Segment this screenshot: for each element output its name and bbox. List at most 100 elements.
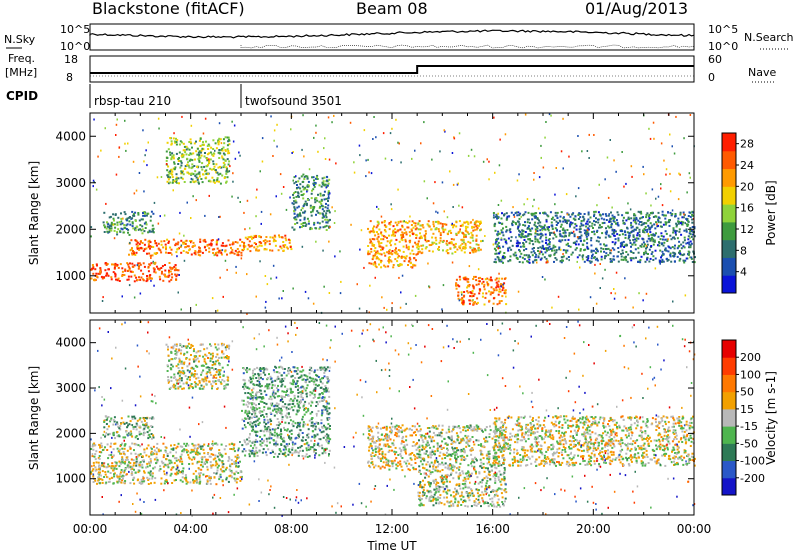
echo-pixel bbox=[169, 153, 172, 156]
echo-pixel bbox=[172, 383, 175, 386]
echo-pixel bbox=[221, 156, 224, 159]
scatter-pixel bbox=[615, 271, 618, 274]
echo-pixel bbox=[564, 234, 567, 237]
echo-pixel bbox=[194, 444, 197, 447]
echo-pixel bbox=[122, 436, 125, 439]
echo-pixel bbox=[133, 264, 136, 267]
echo-pixel bbox=[149, 417, 151, 420]
echo-pixel bbox=[205, 140, 207, 143]
echo-pixel bbox=[310, 211, 313, 214]
echo-pixel bbox=[249, 236, 252, 239]
echo-pixel bbox=[585, 222, 588, 225]
echo-pixel bbox=[531, 212, 534, 215]
scatter-pixel bbox=[683, 137, 685, 140]
scatter-pixel bbox=[446, 216, 449, 219]
echo-pixel bbox=[394, 252, 397, 255]
scatter-pixel bbox=[292, 179, 294, 182]
echo-pixel bbox=[183, 442, 186, 445]
echo-pixel bbox=[179, 385, 182, 388]
echo-pixel bbox=[174, 350, 177, 353]
echo-pixel bbox=[264, 239, 267, 242]
echo-pixel bbox=[664, 223, 667, 226]
echo-pixel bbox=[458, 245, 461, 248]
echo-pixel bbox=[437, 222, 440, 225]
echo-pixel bbox=[249, 397, 252, 400]
echo-pixel bbox=[250, 244, 253, 247]
echo-pixel bbox=[506, 217, 509, 220]
echo-pixel bbox=[475, 234, 478, 237]
echo-pixel bbox=[104, 473, 107, 476]
echo-pixel bbox=[386, 251, 389, 254]
echo-pixel bbox=[654, 257, 657, 260]
scatter-pixel bbox=[689, 176, 691, 179]
echo-pixel bbox=[534, 225, 537, 228]
scatter-pixel bbox=[651, 188, 654, 191]
echo-pixel bbox=[478, 292, 481, 295]
echo-pixel bbox=[291, 226, 294, 229]
echo-pixel bbox=[198, 156, 201, 159]
echo-pixel bbox=[268, 373, 270, 376]
echo-pixel bbox=[215, 243, 218, 246]
echo-pixel bbox=[134, 219, 137, 222]
echo-pixel bbox=[143, 214, 146, 217]
echo-pixel bbox=[296, 214, 299, 217]
echo-pixel bbox=[447, 233, 449, 236]
scatter-pixel bbox=[560, 248, 562, 251]
echo-pixel bbox=[579, 236, 582, 239]
echo-pixel bbox=[191, 442, 194, 445]
echo-pixel bbox=[543, 226, 546, 229]
echo-pixel bbox=[119, 452, 122, 455]
scatter-pixel bbox=[157, 117, 160, 120]
echo-pixel bbox=[501, 212, 503, 215]
echo-pixel bbox=[208, 243, 211, 246]
echo-pixel bbox=[315, 197, 318, 199]
echo-pixel bbox=[437, 248, 439, 251]
echo-pixel bbox=[321, 208, 324, 211]
echo-pixel bbox=[400, 255, 403, 258]
echo-pixel bbox=[666, 240, 669, 242]
echo-pixel bbox=[607, 254, 610, 257]
echo-pixel bbox=[248, 417, 251, 420]
echo-pixel bbox=[214, 253, 217, 256]
echo-pixel bbox=[185, 346, 188, 349]
echo-pixel bbox=[141, 478, 144, 481]
echo-pixel bbox=[150, 473, 153, 475]
freq-unit-label: [MHz] bbox=[5, 66, 37, 79]
echo-pixel bbox=[187, 161, 189, 164]
echo-pixel bbox=[307, 444, 310, 447]
echo-pixel bbox=[255, 425, 257, 428]
echo-pixel bbox=[195, 451, 198, 453]
echo-pixel bbox=[377, 222, 380, 225]
echo-pixel bbox=[222, 463, 225, 466]
echo-pixel bbox=[559, 240, 562, 243]
echo-pixel bbox=[682, 211, 685, 214]
echo-pixel bbox=[419, 224, 422, 227]
echo-pixel bbox=[165, 458, 168, 461]
scatter-pixel bbox=[221, 249, 224, 252]
scatter-pixel bbox=[323, 285, 325, 288]
scatter-pixel bbox=[615, 170, 617, 173]
echo-pixel bbox=[314, 198, 317, 201]
echo-pixel bbox=[146, 275, 148, 277]
echo-pixel bbox=[659, 249, 662, 252]
echo-pixel bbox=[579, 240, 582, 243]
echo-pixel bbox=[92, 468, 95, 471]
echo-pixel bbox=[185, 357, 188, 360]
echo-pixel bbox=[131, 435, 134, 438]
echo-pixel bbox=[383, 235, 386, 238]
echo-pixel bbox=[243, 388, 246, 390]
scatter-pixel bbox=[118, 146, 121, 149]
echo-pixel bbox=[245, 371, 248, 374]
echo-pixel bbox=[133, 449, 135, 452]
echo-pixel bbox=[108, 227, 111, 230]
echo-pixel bbox=[445, 240, 448, 243]
scatter-pixel bbox=[150, 279, 152, 282]
echo-pixel bbox=[140, 276, 143, 279]
echo-pixel bbox=[505, 212, 508, 215]
echo-pixel bbox=[591, 255, 593, 257]
echo-pixel bbox=[678, 220, 681, 223]
echo-pixel bbox=[169, 451, 172, 454]
echo-pixel bbox=[410, 266, 413, 268]
echo-pixel bbox=[593, 213, 596, 216]
echo-pixel bbox=[214, 380, 217, 383]
